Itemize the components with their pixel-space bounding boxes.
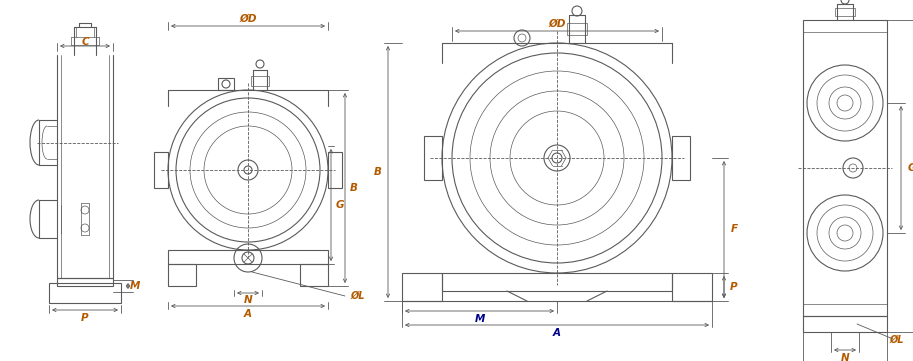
Text: M: M (475, 314, 485, 324)
Bar (154, 152, 168, 188)
Text: ØL: ØL (351, 291, 365, 301)
Text: P: P (81, 313, 89, 323)
Text: G: G (908, 163, 913, 173)
Text: A: A (244, 309, 252, 319)
Text: ØD: ØD (239, 14, 257, 24)
Bar (168, 264, 196, 286)
Text: ØL: ØL (890, 335, 904, 345)
Text: F: F (730, 225, 738, 235)
Bar (672, 136, 690, 180)
Text: G: G (336, 200, 344, 210)
Text: N: N (841, 353, 849, 361)
Text: B: B (374, 167, 382, 177)
Bar (251, 76, 269, 86)
Text: P: P (730, 282, 738, 292)
Text: ØD: ØD (548, 19, 566, 29)
Bar (672, 273, 712, 301)
Bar (442, 273, 672, 291)
Bar (835, 8, 855, 16)
Bar (218, 78, 234, 90)
Text: B: B (350, 183, 358, 193)
Text: M: M (130, 281, 141, 291)
Bar (300, 264, 328, 286)
Text: C: C (81, 37, 89, 47)
Bar (57, 278, 113, 286)
Bar (402, 273, 442, 301)
Bar (803, 316, 887, 332)
Bar (168, 250, 328, 264)
Text: N: N (244, 295, 252, 305)
Bar (328, 152, 342, 188)
Bar (424, 136, 442, 180)
Bar (803, 20, 887, 316)
Bar (49, 283, 121, 303)
Text: A: A (553, 328, 561, 338)
Bar (567, 23, 587, 35)
